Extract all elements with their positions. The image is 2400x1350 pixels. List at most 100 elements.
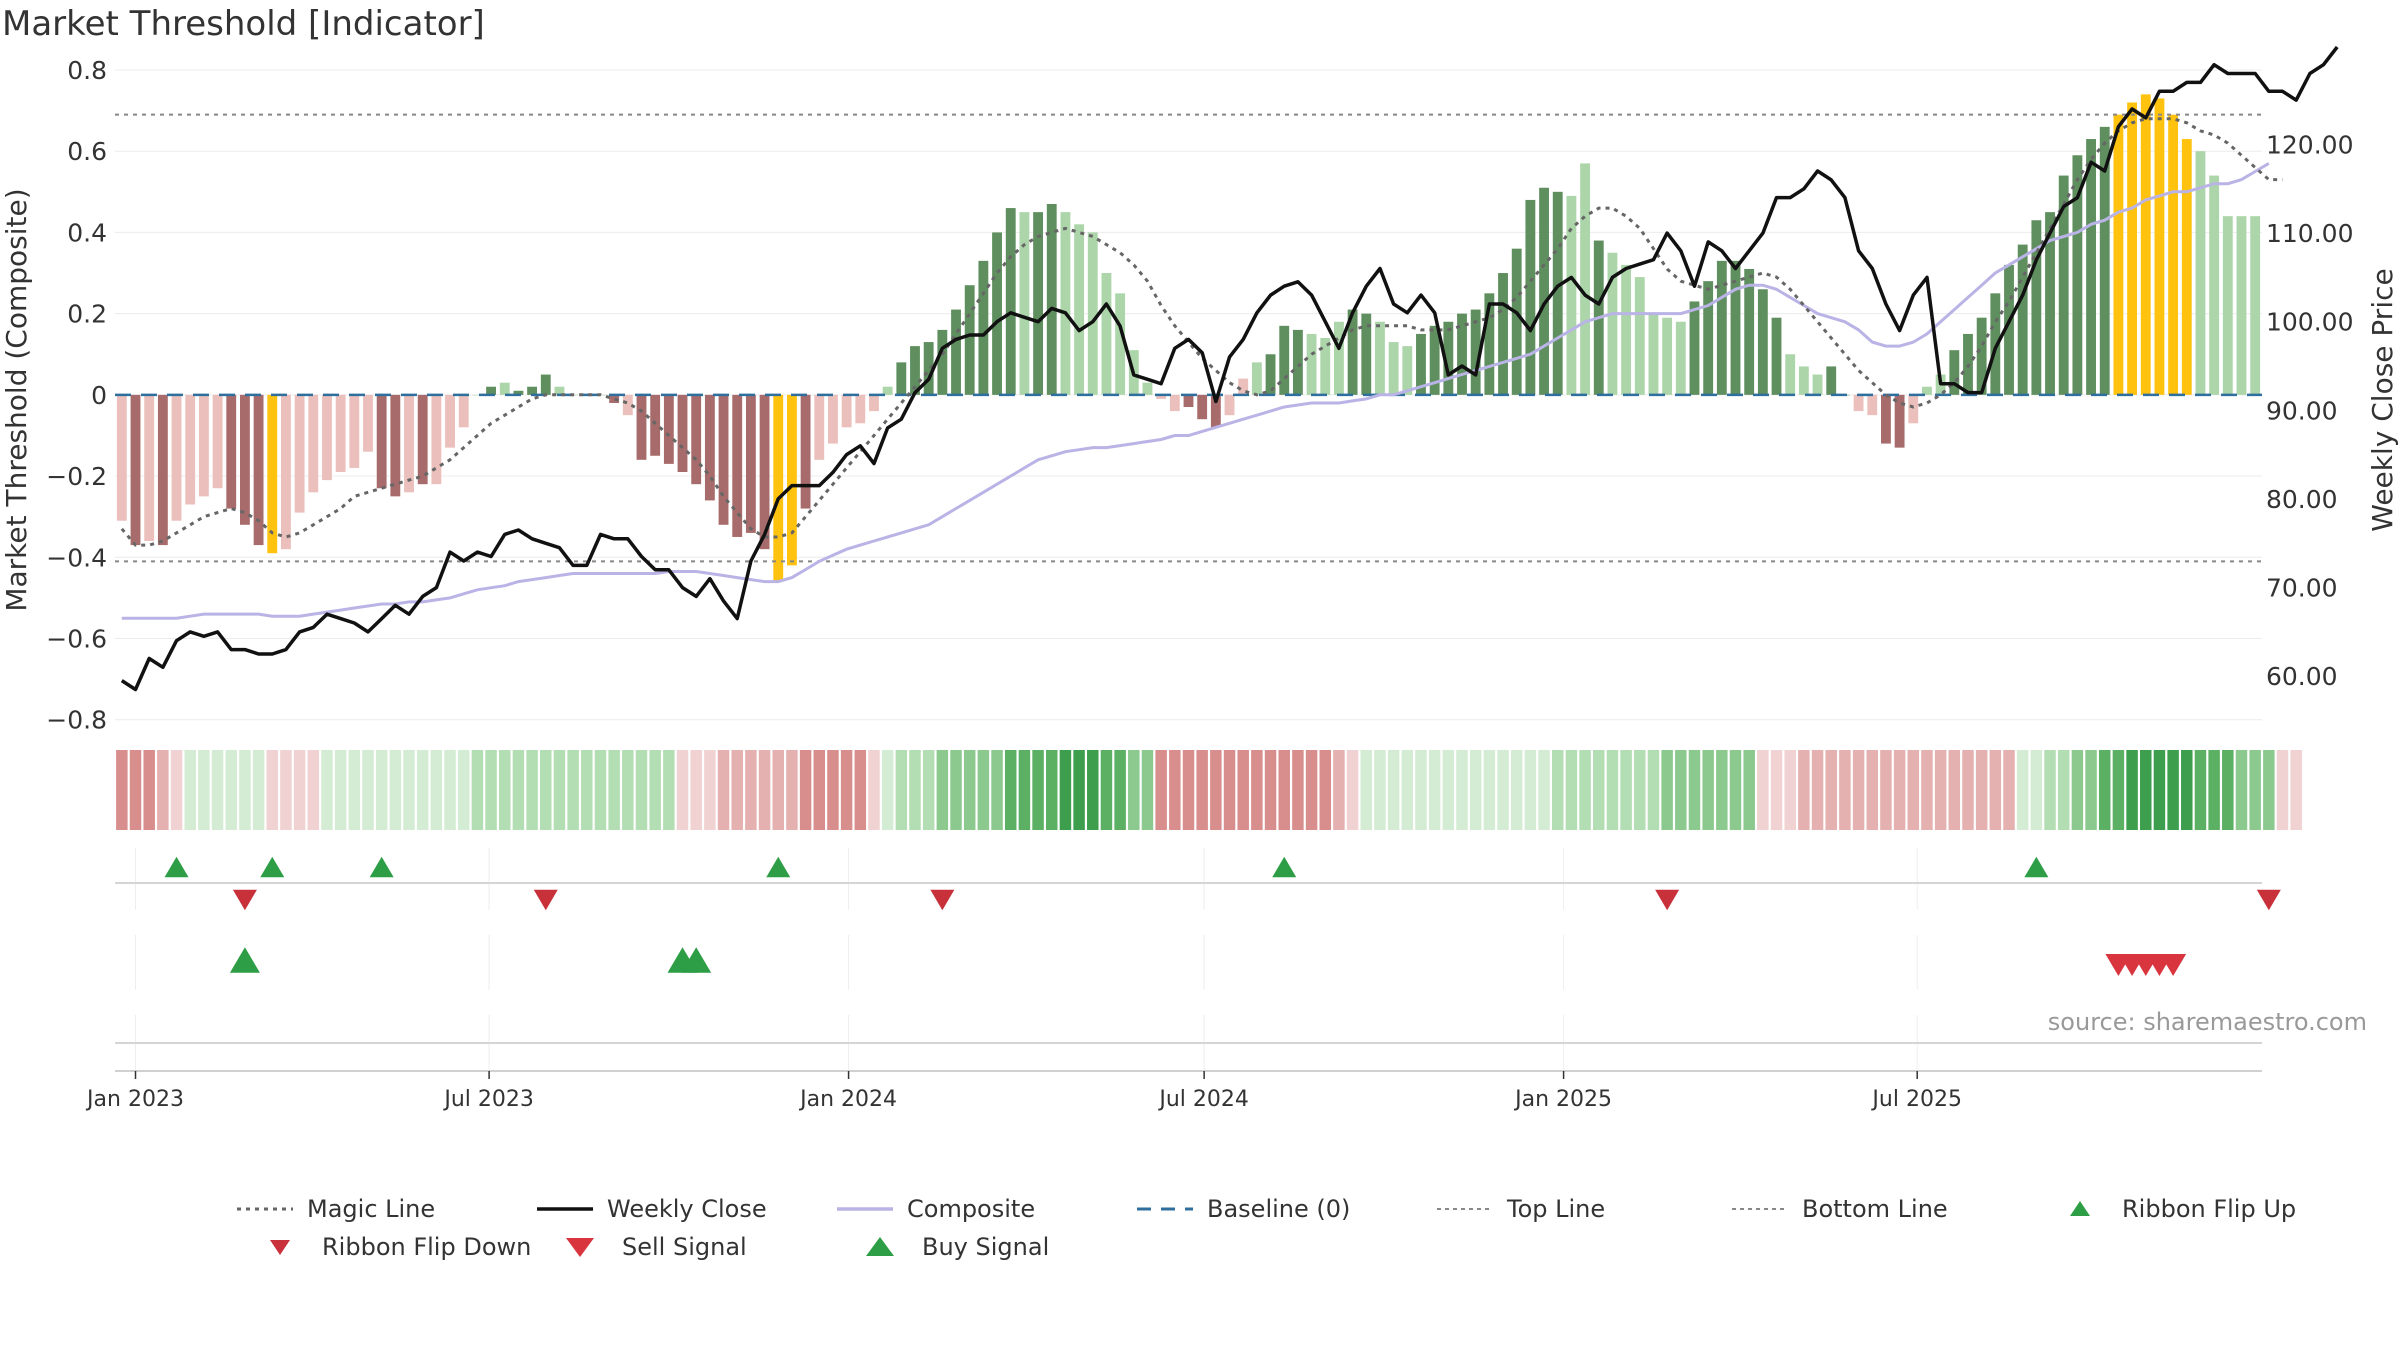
ribbon-cell bbox=[540, 750, 552, 830]
ribbon-cell bbox=[1606, 750, 1619, 830]
composite-bar bbox=[2045, 212, 2055, 395]
composite-bar bbox=[964, 285, 975, 395]
composite-bar bbox=[1607, 252, 1618, 395]
ribbon-cell bbox=[2194, 750, 2207, 830]
ribbon-cell bbox=[1798, 750, 1810, 830]
ribbon-cell bbox=[1059, 750, 1072, 830]
legend: Magic Line Weekly Close Composite Baseline … bbox=[0, 1195, 2400, 1275]
ribbon-cell bbox=[225, 750, 237, 830]
legend-symbol-icon bbox=[550, 1235, 610, 1259]
composite-bar bbox=[226, 394, 237, 509]
composite-bar bbox=[1730, 260, 1741, 395]
composite-bar bbox=[486, 386, 496, 395]
composite-bar bbox=[1566, 195, 1577, 395]
ribbon-cell bbox=[1237, 750, 1249, 830]
composite-line bbox=[121, 162, 2270, 620]
composite-bar bbox=[1156, 394, 1167, 399]
right-tick-label: 70.00 bbox=[2266, 574, 2338, 603]
ribbon-cell bbox=[430, 750, 443, 830]
composite-bar bbox=[2058, 175, 2069, 395]
legend-label: Magic Line bbox=[307, 1195, 436, 1223]
left-tick-label: 0.6 bbox=[67, 137, 107, 166]
ribbon-cell bbox=[690, 750, 702, 830]
composite-bar bbox=[882, 386, 893, 395]
ribbon-cell bbox=[1811, 750, 1824, 830]
left-tick-label: −0.2 bbox=[46, 462, 107, 491]
legend-item: Baseline (0) bbox=[1135, 1195, 1350, 1223]
ribbon-cell bbox=[567, 750, 579, 830]
ribbon-flip-down-marker bbox=[533, 889, 558, 911]
ribbon-cell bbox=[2276, 750, 2289, 830]
ribbon-cell bbox=[1278, 750, 1290, 830]
ribbon-cell bbox=[1510, 750, 1523, 830]
composite-bar bbox=[1046, 204, 1057, 395]
composite-bar bbox=[1498, 273, 1508, 395]
composite-bar bbox=[992, 232, 1002, 395]
threshold-lines bbox=[115, 113, 2262, 563]
legend-item: Top Line bbox=[1435, 1195, 1605, 1223]
composite-bar bbox=[2236, 216, 2247, 395]
legend-item: Ribbon Flip Down bbox=[250, 1233, 531, 1261]
composite-bar bbox=[116, 394, 127, 521]
composite-bar bbox=[1484, 293, 1495, 395]
composite-bar bbox=[1361, 313, 1372, 395]
composite-bar bbox=[1019, 212, 1030, 395]
ribbon-flip-down-marker bbox=[232, 889, 257, 911]
ribbon-cell bbox=[1975, 750, 1988, 830]
ribbon-cell bbox=[348, 750, 361, 830]
ribbon-cell bbox=[1538, 750, 1550, 830]
composite-bar bbox=[417, 394, 428, 485]
legend-item: Buy Signal bbox=[850, 1233, 1049, 1261]
legend-label: Buy Signal bbox=[922, 1233, 1050, 1261]
ribbon-cell bbox=[280, 750, 292, 830]
ribbon-cell bbox=[2003, 750, 2015, 830]
ribbon-cell bbox=[2044, 750, 2056, 830]
composite-bar bbox=[130, 394, 141, 546]
ribbon-cell bbox=[786, 750, 798, 830]
composite-bar bbox=[2099, 126, 2110, 395]
composite-bar bbox=[2140, 94, 2151, 395]
ribbon-cell bbox=[1989, 750, 2002, 830]
ribbon-cell bbox=[1292, 750, 1304, 830]
ribbon-cell bbox=[827, 750, 839, 830]
composite-bar bbox=[2195, 151, 2206, 395]
composite-bar bbox=[1552, 191, 1563, 395]
composite-bar bbox=[390, 394, 401, 497]
chart-title: Market Threshold [Indicator] bbox=[2, 4, 485, 44]
ribbon-cell bbox=[1264, 750, 1277, 830]
ribbon-cell bbox=[1524, 750, 1537, 830]
composite-bar bbox=[1470, 309, 1481, 395]
ribbon-cell bbox=[1880, 750, 1892, 830]
ribbon-cell bbox=[868, 750, 880, 830]
right-y-axis: 60.00 70.00 80.00 90.00 100.00 110.00 120.00 bbox=[2266, 130, 2353, 691]
composite-bar bbox=[786, 394, 797, 566]
composite-bar bbox=[2168, 114, 2179, 395]
composite-bar bbox=[1744, 268, 1755, 395]
sell-signal-marker bbox=[2160, 953, 2187, 977]
series-lines bbox=[120, 45, 2339, 692]
ribbon-flip-down-marker bbox=[930, 889, 955, 911]
composite-bar bbox=[2154, 98, 2165, 395]
ribbon-cell bbox=[512, 750, 525, 830]
x-tick-label: Jan 2025 bbox=[1513, 1087, 1612, 1112]
composite-bar bbox=[896, 362, 907, 395]
ribbon-cell bbox=[922, 750, 935, 830]
ribbon-cell bbox=[1620, 750, 1632, 830]
ribbon-cell bbox=[485, 750, 497, 830]
x-tick-label: Jan 2024 bbox=[798, 1087, 897, 1112]
ribbon-cell bbox=[1360, 750, 1373, 830]
legend-symbol-icon bbox=[2050, 1197, 2110, 1221]
ribbon-cell bbox=[498, 750, 511, 830]
ribbon-cell bbox=[1087, 750, 1099, 830]
composite-bar bbox=[650, 394, 661, 456]
composite-bar bbox=[814, 394, 825, 460]
ribbon-flip-up-marker bbox=[766, 856, 791, 878]
grid-lines bbox=[115, 69, 2262, 721]
ribbon-cell bbox=[1743, 750, 1755, 830]
ribbon-cell bbox=[2085, 750, 2097, 830]
composite-bar bbox=[1183, 394, 1194, 408]
legend-item: Weekly Close bbox=[535, 1195, 767, 1223]
ribbon-cell bbox=[1305, 750, 1318, 830]
composite-bar bbox=[841, 394, 852, 428]
composite-bar bbox=[1621, 264, 1632, 395]
